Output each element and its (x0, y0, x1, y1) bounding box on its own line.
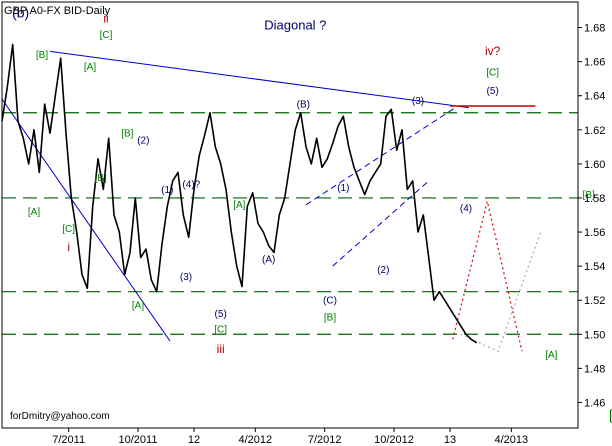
forecast-alt (460, 231, 542, 353)
wave-label-22: i (67, 240, 70, 254)
y-tick-label-7: 1.54 (584, 261, 605, 273)
price-series (1, 43, 478, 344)
x-tick-label-2: 12 (188, 434, 200, 446)
trendline-1 (1, 98, 171, 342)
y-tick-label-0: 1.68 (584, 23, 605, 35)
wave-label-29: [B] (324, 313, 336, 324)
wave-label-31: iii (217, 342, 225, 356)
x-tick-label-0: 7/2011 (52, 434, 85, 446)
wave-label-5: Diagonal ? (264, 17, 326, 32)
forecast-paths (452, 201, 542, 353)
wave-label-27: [A] (132, 301, 144, 312)
wave-label-0: (b) (12, 4, 29, 20)
wave-label-1: ii (103, 11, 108, 25)
x-tick-label-1: 10/2011 (119, 434, 158, 446)
wave-label-3: [B] (36, 50, 48, 61)
trend-lines (1, 50, 536, 342)
y-tick-label-9: 1.50 (584, 329, 605, 341)
wave-label-18: (1) (337, 183, 349, 194)
wave-label-12: (2) (137, 135, 149, 146)
y-tick-label-8: 1.52 (584, 295, 605, 307)
wave-label-25: (3) (180, 272, 192, 283)
wave-label-4: [A] (84, 62, 96, 73)
x-tick-label-4: 7/2012 (308, 434, 342, 446)
y-tick-label-6: 1.56 (584, 227, 605, 239)
wave-label-19: (4) (460, 204, 472, 215)
y-tick-label-4: 1.60 (584, 159, 605, 171)
channel_dashed-3 (332, 180, 429, 267)
wave-label-15: (1) (161, 185, 173, 196)
y-tick-label-5: 1.58 (584, 193, 605, 205)
wave-label-17: [A] (233, 200, 245, 211)
wave-label-28: (5) (215, 309, 227, 320)
wave-label-23: (A) (262, 255, 275, 266)
y-tick-label-3: 1.62 (584, 125, 605, 137)
wave-label-24: (2) (377, 265, 389, 276)
wave-label-21: [C] (62, 224, 75, 235)
wave-label-9: (3) (412, 96, 424, 107)
wave-label-2: [C] (100, 30, 113, 41)
wave-label-10: (B) (297, 100, 310, 111)
wave-label-16: (4)? (182, 180, 200, 191)
wave-label-8: (5) (487, 86, 499, 97)
wave-label-30: [C] (214, 325, 227, 336)
y-tick-label-1: 1.66 (584, 57, 605, 69)
wave-label-11: [B] (121, 129, 133, 140)
dashed-level-lines (2, 112, 578, 335)
x-tick-label-3: 4/2012 (239, 434, 273, 446)
wave-label-6: iv? (485, 44, 501, 58)
chart-title: GBP A0-FX BID-Daily (4, 5, 111, 17)
wave-label-36: [b]? (609, 406, 612, 422)
y-tick-label-2: 1.64 (584, 91, 605, 103)
wave-labels: (b) ii [C] [B] [A] Diagonal ? iv? [C] (5) (3) (B) [… (12, 4, 612, 422)
plot-border (1, 1, 579, 429)
y-tick-label-11: 1.46 (584, 397, 605, 409)
wave-label-26: (C) (323, 296, 337, 307)
price-line (1, 43, 478, 344)
axes: 1.68 1.66 1.64 1.62 1.60 1.58 1.56 1.54 1.52 1.50… (52, 23, 605, 446)
wave-label-20: [B] (583, 190, 595, 201)
x-tick-label-6: 13 (444, 434, 456, 446)
y-tick-label-10: 1.48 (584, 363, 605, 375)
footer-email: forDmitry@yahoo.com (10, 411, 110, 422)
wave-label-7: [C] (486, 67, 499, 78)
x-tick-label-5: 10/2012 (374, 434, 414, 446)
x-tick-label-7: 4/2013 (495, 434, 529, 446)
trendline-0 (49, 50, 469, 109)
plot-frame (1, 1, 579, 429)
wave-label-32: [A] (545, 350, 557, 361)
wave-label-14: [A] (28, 207, 40, 218)
wave-label-13: [B] (95, 173, 107, 184)
